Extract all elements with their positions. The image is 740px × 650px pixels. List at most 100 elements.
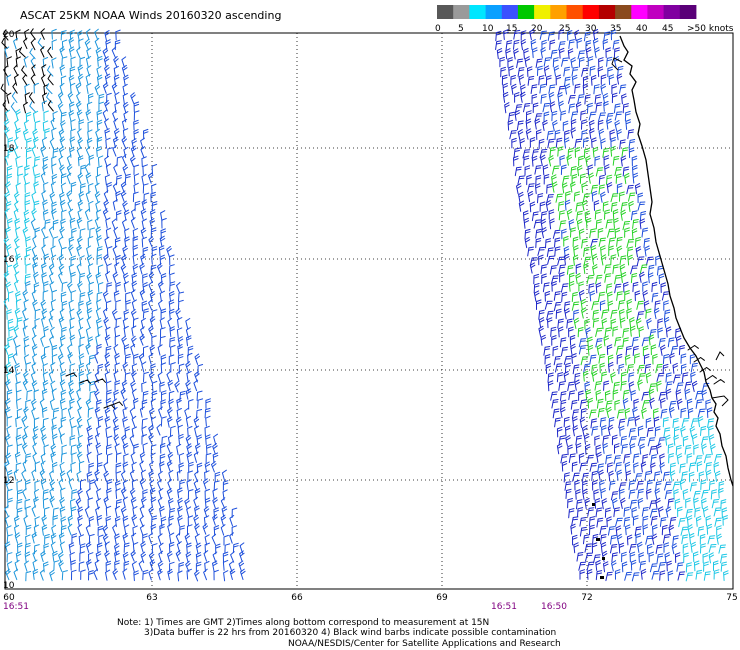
wind-barb bbox=[523, 155, 530, 166]
map-frame bbox=[4, 32, 734, 590]
wind-barb bbox=[522, 149, 531, 159]
lat-label-20: 20 bbox=[3, 30, 15, 40]
wind-barb bbox=[30, 218, 36, 231]
wind-barb bbox=[543, 57, 551, 67]
wind-barb bbox=[104, 407, 111, 419]
wind-barb bbox=[204, 407, 211, 419]
wind-barb bbox=[660, 344, 666, 356]
wind-barb bbox=[641, 337, 650, 347]
wind-barb bbox=[69, 435, 76, 446]
wind-barb bbox=[578, 228, 585, 240]
wind-barb bbox=[557, 92, 563, 104]
wind-barb bbox=[600, 487, 606, 499]
wind-barb bbox=[517, 129, 524, 141]
wind-barb bbox=[14, 191, 20, 204]
wind-barb bbox=[669, 516, 677, 527]
swath-time-left: 16:51 bbox=[3, 602, 29, 612]
wind-barb bbox=[58, 236, 63, 249]
wind-barb bbox=[702, 506, 709, 518]
wind-barb bbox=[123, 146, 129, 159]
wind-barb bbox=[646, 543, 653, 555]
wind-barb bbox=[58, 316, 65, 328]
wind-barb bbox=[581, 182, 587, 194]
wind-barb bbox=[629, 325, 636, 337]
wind-barb bbox=[685, 572, 694, 582]
wind-barb bbox=[708, 425, 714, 436]
wind-barb bbox=[78, 191, 85, 203]
wind-barb bbox=[77, 155, 84, 167]
wind-barb bbox=[61, 39, 68, 51]
wind-barb bbox=[133, 397, 139, 409]
wind-barb bbox=[132, 244, 138, 256]
wind-barb bbox=[590, 418, 598, 429]
wind-barb bbox=[546, 310, 554, 321]
wind-barb bbox=[212, 443, 218, 455]
wind-barb bbox=[15, 298, 22, 310]
wind-barb bbox=[78, 561, 85, 572]
wind-barb bbox=[610, 137, 616, 148]
wind-barb bbox=[69, 417, 75, 429]
wind-barb bbox=[714, 517, 722, 527]
wind-barb bbox=[603, 31, 611, 42]
wind-barb bbox=[140, 469, 146, 481]
wind-barb bbox=[542, 282, 550, 293]
wind-barb bbox=[674, 552, 681, 563]
wind-barb bbox=[47, 74, 54, 86]
wind-barb bbox=[14, 119, 19, 131]
wind-barb bbox=[677, 506, 683, 518]
wind-barb bbox=[170, 362, 176, 373]
wind-barb bbox=[667, 337, 675, 348]
wind-barb bbox=[543, 346, 551, 356]
wind-barb bbox=[51, 388, 57, 400]
wind-barb bbox=[87, 407, 94, 418]
wind-barb bbox=[634, 183, 641, 195]
wind-barb bbox=[638, 552, 644, 563]
wind-barb bbox=[95, 307, 101, 319]
wind-barb bbox=[701, 389, 707, 401]
wind-barb bbox=[31, 532, 38, 544]
wind-barb bbox=[571, 461, 578, 472]
wind-barb bbox=[86, 307, 93, 320]
wind-barb bbox=[586, 454, 595, 464]
wind-barb bbox=[70, 255, 76, 267]
wind-barb bbox=[131, 388, 137, 401]
wind-barb bbox=[583, 256, 592, 266]
wind-barb bbox=[589, 65, 596, 77]
wind-barb bbox=[151, 515, 157, 526]
wind-barb bbox=[138, 560, 144, 572]
legend-label-25: 25 bbox=[559, 24, 570, 34]
wind-barb bbox=[40, 46, 45, 58]
wind-barb bbox=[205, 434, 211, 446]
wind-barb bbox=[85, 343, 91, 355]
legend-label-35: 35 bbox=[610, 24, 621, 34]
wind-barb bbox=[87, 289, 94, 302]
wind-barb bbox=[578, 390, 584, 401]
wind-barb bbox=[26, 137, 32, 149]
wind-barb bbox=[48, 316, 54, 328]
wind-barb bbox=[212, 560, 218, 572]
wind-barb bbox=[577, 327, 584, 338]
wind-barb bbox=[41, 272, 47, 284]
wind-barb bbox=[131, 325, 137, 337]
wind-barb bbox=[77, 64, 84, 77]
lat-label-16: 16 bbox=[3, 255, 15, 265]
wind-barb bbox=[193, 416, 200, 428]
wind-barb bbox=[594, 209, 601, 220]
wind-barb bbox=[130, 452, 136, 464]
wind-barb bbox=[624, 354, 631, 366]
wind-barb bbox=[78, 300, 84, 312]
wind-barb bbox=[660, 282, 666, 293]
wind-barb bbox=[616, 469, 622, 481]
wind-barb bbox=[58, 551, 64, 564]
wind-barb bbox=[614, 336, 622, 347]
wind-barb bbox=[554, 417, 561, 428]
wind-barb bbox=[203, 550, 209, 562]
wind-barb bbox=[626, 364, 634, 374]
wind-barb bbox=[42, 156, 49, 168]
wind-barb bbox=[625, 345, 632, 356]
wind-barb bbox=[614, 569, 621, 580]
wind-barb bbox=[604, 327, 612, 338]
wind-barb bbox=[150, 363, 156, 375]
wind-barb bbox=[541, 39, 547, 51]
wind-barb bbox=[628, 381, 635, 393]
